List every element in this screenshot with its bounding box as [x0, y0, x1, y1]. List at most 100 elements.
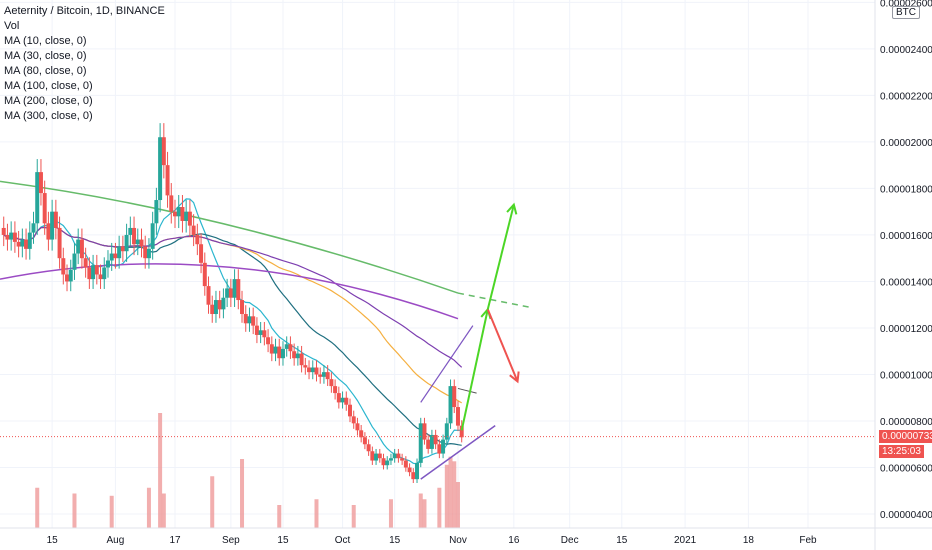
- time-tick-label: 18: [743, 535, 755, 546]
- candle-body: [232, 279, 237, 298]
- candle-body: [105, 260, 110, 268]
- candle-body: [187, 211, 192, 226]
- candle-body: [173, 211, 177, 217]
- candle-body: [31, 223, 36, 233]
- candle-body: [139, 239, 144, 247]
- candle-body: [441, 439, 446, 454]
- time-tick-label: Feb: [799, 535, 817, 546]
- candle-body: [120, 246, 125, 252]
- candle-body: [113, 253, 118, 259]
- candle-body: [277, 346, 282, 359]
- candle-body: [262, 330, 267, 338]
- indicator-label[interactable]: MA (80, close, 0): [4, 65, 87, 77]
- candle-body: [444, 423, 449, 440]
- candle-body: [247, 316, 252, 324]
- candle-body: [117, 246, 122, 259]
- candle-body: [355, 423, 360, 431]
- time-tick-label: Oct: [335, 535, 351, 546]
- candle-body: [243, 314, 248, 324]
- candle-body: [158, 137, 163, 201]
- volume-bar: [240, 459, 245, 528]
- support-trendline: [420, 425, 496, 480]
- candle-body: [251, 316, 256, 326]
- candle-body: [307, 367, 312, 373]
- candle-body: [124, 234, 129, 252]
- ma-projection-dashed-line: [457, 292, 529, 308]
- candle-body: [400, 458, 405, 461]
- channel-middle-line: [457, 387, 477, 394]
- candle-body: [422, 423, 427, 440]
- indicator-label[interactable]: MA (10, close, 0): [4, 35, 87, 47]
- price-tick-label: 0.00002000: [880, 138, 932, 149]
- candle-body: [310, 367, 315, 373]
- indicator-label[interactable]: Vol: [4, 20, 20, 32]
- candle-body: [228, 288, 233, 298]
- indicator-label[interactable]: MA (30, close, 0): [4, 50, 87, 62]
- indicator-label[interactable]: MA (100, close, 0): [4, 80, 93, 92]
- candle-body: [176, 207, 181, 217]
- price-tick-label: 0.00002200: [880, 91, 932, 102]
- candle-body: [199, 244, 204, 263]
- candle-body: [321, 372, 326, 377]
- volume-bars: [35, 413, 460, 528]
- price-tick-label: 0.00001600: [880, 231, 932, 242]
- ma-200-line: [0, 263, 459, 320]
- candle-body: [273, 346, 278, 354]
- price-tick-label: 0.00001400: [880, 277, 932, 288]
- current-price-badge: 0.00000733: [879, 429, 932, 443]
- volume-bar: [158, 413, 163, 528]
- candle-body: [83, 258, 88, 268]
- candle-body: [303, 365, 308, 368]
- candle-body: [91, 265, 96, 280]
- candle-body: [217, 300, 222, 310]
- drawing-annotations: [420, 202, 529, 480]
- candle-body: [318, 374, 323, 377]
- candle-body: [333, 386, 338, 394]
- candle-body: [20, 239, 25, 247]
- candle-body: [348, 404, 352, 417]
- price-tick-label: 0.00001800: [880, 184, 932, 195]
- candle-body: [132, 227, 137, 245]
- candle-body: [53, 211, 58, 228]
- candle-body: [221, 297, 226, 310]
- candle-body: [299, 353, 304, 366]
- candle-body: [150, 223, 155, 249]
- volume-bar: [146, 487, 151, 528]
- candle-body: [65, 274, 70, 282]
- candle-body: [426, 439, 431, 449]
- price-axis: 0.00002600 0.00002400 0.00002200 0.00002000…: [874, 0, 932, 550]
- candle-body: [68, 269, 73, 282]
- candle-body: [102, 267, 107, 280]
- ma-30-line: [3, 226, 462, 446]
- symbol-title[interactable]: Aeternity / Bitcoin, 1D, BINANCE: [4, 5, 165, 17]
- candle-body: [396, 453, 401, 459]
- indicator-label[interactable]: MA (300, close, 0): [4, 110, 93, 122]
- candle-body: [266, 337, 271, 345]
- candle-body: [16, 241, 21, 247]
- ma-80-line: [3, 226, 463, 404]
- candle-body: [415, 462, 420, 480]
- candle-body: [161, 137, 166, 166]
- candle-body: [284, 344, 289, 349]
- time-tick-label: Nov: [449, 535, 467, 546]
- candlestick-series: [1, 123, 464, 483]
- candle-body: [72, 253, 77, 270]
- currency-button[interactable]: BTC: [892, 6, 920, 19]
- price-tick-label: 0.00002600: [880, 0, 932, 9]
- candle-body: [109, 253, 114, 261]
- candle-body: [325, 372, 330, 380]
- volume-bar: [210, 476, 215, 528]
- candle-body: [374, 453, 379, 461]
- candle-body: [388, 458, 393, 461]
- volume-bar: [72, 493, 77, 528]
- volume-bar: [351, 505, 356, 528]
- candle-body: [79, 239, 84, 259]
- candle-body: [35, 172, 40, 224]
- candle-body: [57, 227, 62, 259]
- candle-body: [76, 239, 81, 254]
- price-tick-label: 0.00002400: [880, 45, 932, 56]
- indicator-label[interactable]: MA (200, close, 0): [4, 95, 93, 107]
- candle-body: [42, 193, 47, 224]
- bar-countdown-badge: 13:25:03: [879, 444, 924, 458]
